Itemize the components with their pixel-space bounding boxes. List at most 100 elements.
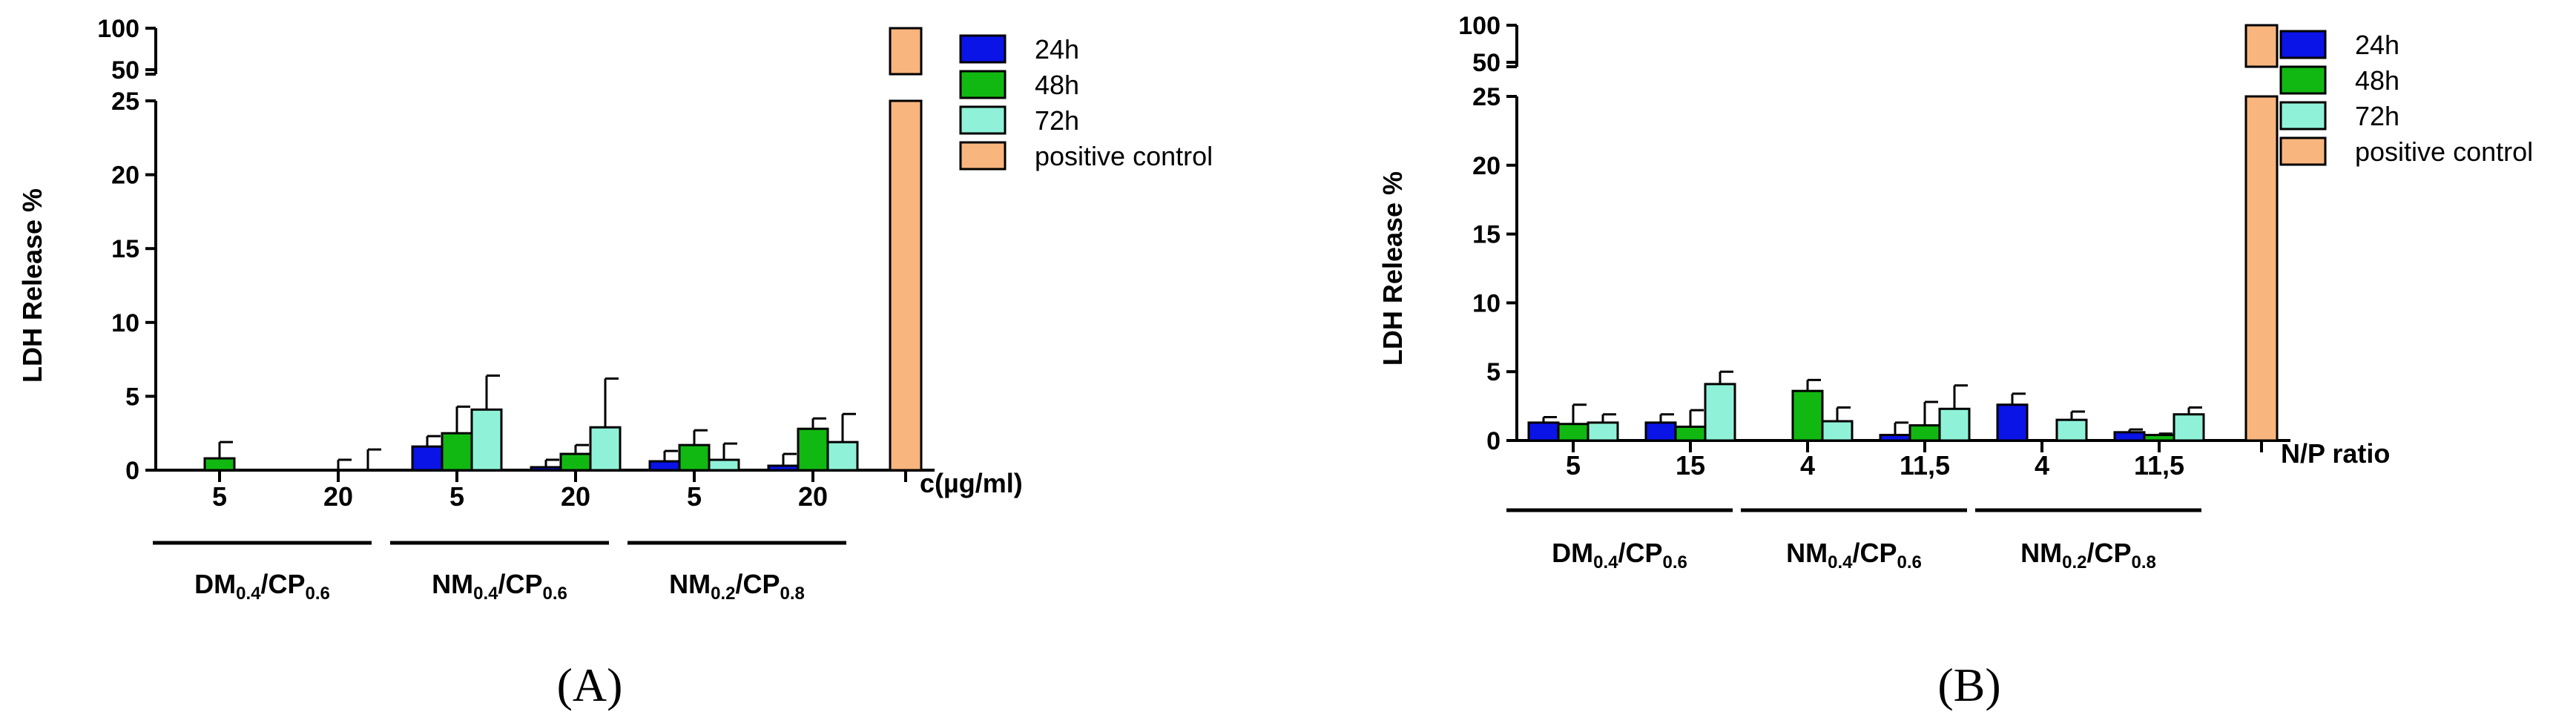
y-tick-label: 100	[1458, 12, 1501, 40]
x-tick-label: 20	[323, 481, 353, 512]
bar-48h	[1674, 425, 1707, 442]
group-label-part: /CP	[260, 569, 305, 599]
x-tick-label: 5	[687, 481, 702, 512]
bar-48h	[678, 443, 711, 472]
x-tick-label: 4	[2035, 450, 2049, 481]
bar-24h	[767, 464, 800, 472]
group-label-part: /CP	[2086, 538, 2131, 568]
bar-24h	[1644, 421, 1677, 442]
legend-swatch	[2279, 30, 2327, 59]
bar-72h	[2055, 418, 2088, 442]
legend-swatch	[2279, 136, 2327, 166]
group-label-subscript: 0.4	[1593, 552, 1618, 572]
legend-swatch	[959, 34, 1007, 64]
bar-72h	[2173, 413, 2205, 442]
group-label-part: /CP	[1618, 538, 1662, 568]
group-label-subscript: 0.4	[236, 584, 261, 604]
y-tick-label: 15	[1472, 221, 1501, 249]
bar-72h	[470, 408, 503, 472]
group-label: NM0.4/CP0.6	[1786, 538, 1922, 572]
bar-72h	[1938, 407, 1971, 442]
legend-label: 48h	[2355, 65, 2399, 96]
x-tick-label: 5	[212, 481, 227, 512]
group-label-part: /CP	[1852, 538, 1897, 568]
y-tick-label: 5	[1486, 358, 1501, 386]
legend-label: positive control	[1035, 141, 1213, 171]
bar-24h	[1996, 403, 2029, 442]
bar-positive-control	[889, 99, 923, 472]
bar-48h	[203, 457, 236, 472]
bar-24h	[2113, 431, 2146, 442]
bar-48h	[1557, 423, 1590, 442]
group-label: DM0.4/CP0.6	[1552, 538, 1687, 572]
group-label-part: NM	[1786, 538, 1828, 568]
legend-label: 72h	[2355, 101, 2399, 131]
group-label-subscript: 0.6	[1897, 552, 1922, 572]
bar-positive-control	[2244, 95, 2279, 442]
x-tick-label: 15	[1676, 450, 1705, 481]
bar-48h	[441, 432, 473, 472]
y-tick-label: 20	[111, 162, 139, 190]
panel-label: (A)	[557, 659, 623, 711]
legend-swatch	[2279, 65, 2327, 95]
legend-label: 72h	[1035, 105, 1079, 136]
bar-72h	[1821, 420, 1854, 442]
group-label-part: /CP	[735, 569, 780, 599]
group-label-part: NM	[669, 569, 711, 599]
group-label-part: DM	[194, 569, 236, 599]
y-tick-label: 20	[1472, 152, 1501, 180]
bar-72h	[1587, 421, 1619, 442]
y-tick-label: 0	[1486, 427, 1501, 455]
panel-label: (B)	[1937, 659, 2000, 711]
group-label-subscript: 0.2	[711, 584, 735, 604]
legend-swatch	[2279, 101, 2327, 131]
bar-72h	[1704, 383, 1736, 442]
y-axis-title: LDH Release %	[1377, 171, 1408, 366]
y-tick-label: 25	[1472, 83, 1501, 111]
x-tick-label: 4	[1800, 450, 1815, 481]
legend-swatch	[959, 70, 1007, 99]
legend-label: 48h	[1035, 70, 1079, 100]
group-label-part: NM	[432, 569, 473, 599]
bar-24h	[1879, 434, 1911, 442]
y-axis-title: LDH Release %	[17, 188, 47, 383]
group-label-subscript: 0.4	[473, 584, 498, 604]
x-tick-label: 11,5	[1900, 450, 1950, 481]
bar-24h	[648, 460, 681, 472]
group-label: NM0.2/CP0.8	[2020, 538, 2156, 572]
bar-72h	[708, 458, 740, 472]
y-tick-label: 100	[97, 15, 139, 43]
bar-48h	[797, 427, 829, 472]
group-label: NM0.4/CP0.6	[432, 569, 567, 604]
y-tick-label: 0	[125, 457, 139, 485]
y-tick-label: 50	[1472, 49, 1501, 77]
x-tick-label: 5	[449, 481, 464, 512]
group-label-subscript: 0.6	[306, 584, 330, 604]
x-tick-label: 11,5	[2134, 450, 2184, 481]
legend-label: 24h	[2355, 30, 2399, 60]
x-tick-label: 5	[1566, 450, 1581, 481]
y-tick-label: 10	[111, 309, 139, 337]
chart-panel-b: 0 5 10 15 20 25 50 100 LDH Release % N/P ratio 5 15…	[1377, 12, 2533, 711]
bar-48h	[559, 452, 592, 472]
legend-label: positive control	[2355, 136, 2533, 167]
y-tick-label: 15	[111, 235, 139, 263]
group-label-subscript: 0.8	[780, 584, 805, 604]
chart-panel-a: 0 5 10 15 20 25 50 100 LDH Release % c(µg/ml) 5 20 D…	[17, 15, 1213, 711]
group-label-part: DM	[1552, 538, 1593, 568]
x-tick-label: 20	[561, 481, 590, 512]
y-tick-label: 25	[111, 88, 139, 116]
group-label-part: /CP	[498, 569, 542, 599]
legend-swatch	[959, 141, 1007, 171]
group-label-subscript: 0.2	[2062, 552, 2086, 572]
bar-48h	[1908, 424, 1941, 442]
group-label-subscript: 0.4	[1828, 552, 1853, 572]
y-tick-label: 10	[1472, 289, 1501, 317]
group-label-subscript: 0.6	[1663, 552, 1687, 572]
x-axis-title: N/P ratio	[2281, 438, 2390, 469]
group-label: NM0.2/CP0.8	[669, 569, 805, 604]
bar-24h	[1527, 421, 1560, 442]
bar-72h	[589, 426, 622, 472]
x-tick-label: 20	[798, 481, 828, 512]
